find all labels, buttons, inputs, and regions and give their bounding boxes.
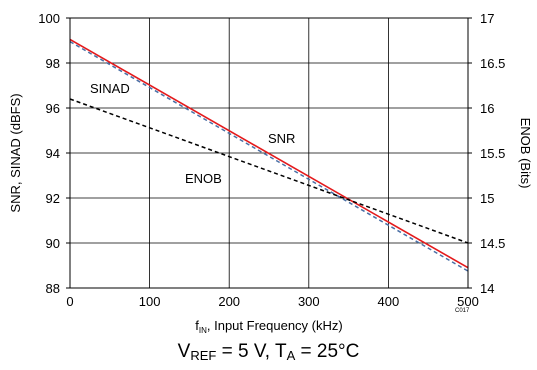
caption-v-sub: REF [190, 348, 217, 363]
series-line-snr [69, 38, 469, 269]
left-axis-label: SNR, SINAD (dBFS) [8, 93, 23, 212]
left-tick-label: 88 [46, 281, 60, 296]
left-tick-label: 98 [46, 56, 60, 71]
caption-end: = 25°C [295, 341, 360, 362]
annotation-snr: SNR [268, 131, 295, 146]
series-line-enob [69, 98, 469, 244]
x-label-main: f [195, 318, 199, 333]
annotation-sinad: SINAD [90, 81, 130, 96]
x-axis-label: fIN, Input Frequency (kHz) [195, 318, 342, 335]
x-tick-label: 500 [457, 294, 479, 309]
right-tick-label: 16 [480, 101, 494, 116]
right-tick-label: 14 [480, 281, 494, 296]
right-tick-label: 15 [480, 191, 494, 206]
left-tick-label: 90 [46, 236, 60, 251]
x-tick-label: 400 [378, 294, 400, 309]
caption-t-sub: A [286, 348, 296, 363]
x-tick-label: 300 [298, 294, 320, 309]
chart: 0 100 200 300 400 500 88 90 92 94 96 98 100 14 14.5 15 1… [8, 11, 533, 335]
annotation-enob: ENOB [185, 171, 222, 186]
tick-labels: 0 100 200 300 400 500 88 90 92 94 96 98 100 14 14.5 15 1… [38, 11, 505, 309]
left-tick-label: 100 [38, 11, 60, 26]
code-label: C017 [455, 308, 470, 314]
x-tick-label: 0 [66, 294, 73, 309]
left-tick-label: 92 [46, 191, 60, 206]
x-label-rest: , Input Frequency (kHz) [207, 318, 343, 333]
series-lines [69, 38, 469, 272]
right-tick-label: 16.5 [480, 56, 505, 71]
right-tick-label: 14.5 [480, 236, 505, 251]
conditions-caption: VREF = 5 V, TA = 25°C [0, 341, 537, 363]
series-line-sinad [69, 40, 469, 272]
right-tick-label: 17 [480, 11, 494, 26]
x-tick-label: 200 [218, 294, 240, 309]
x-tick-label: 100 [139, 294, 161, 309]
right-axis-label: ENOB (Bits) [518, 118, 533, 189]
right-tick-label: 15.5 [480, 146, 505, 161]
x-label-sub: IN [199, 326, 207, 335]
caption-mid: = 5 V, T [216, 341, 287, 362]
left-tick-label: 96 [46, 101, 60, 116]
caption-v: V [177, 341, 191, 362]
left-tick-label: 94 [46, 146, 60, 161]
